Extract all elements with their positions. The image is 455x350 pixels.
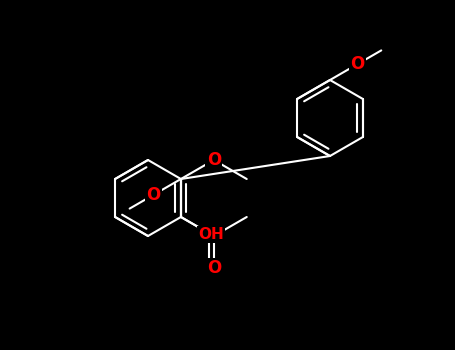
- Text: O: O: [146, 186, 160, 204]
- Text: O: O: [207, 151, 221, 169]
- Text: O: O: [351, 55, 365, 73]
- Text: OH: OH: [198, 227, 224, 242]
- Text: O: O: [207, 259, 221, 277]
